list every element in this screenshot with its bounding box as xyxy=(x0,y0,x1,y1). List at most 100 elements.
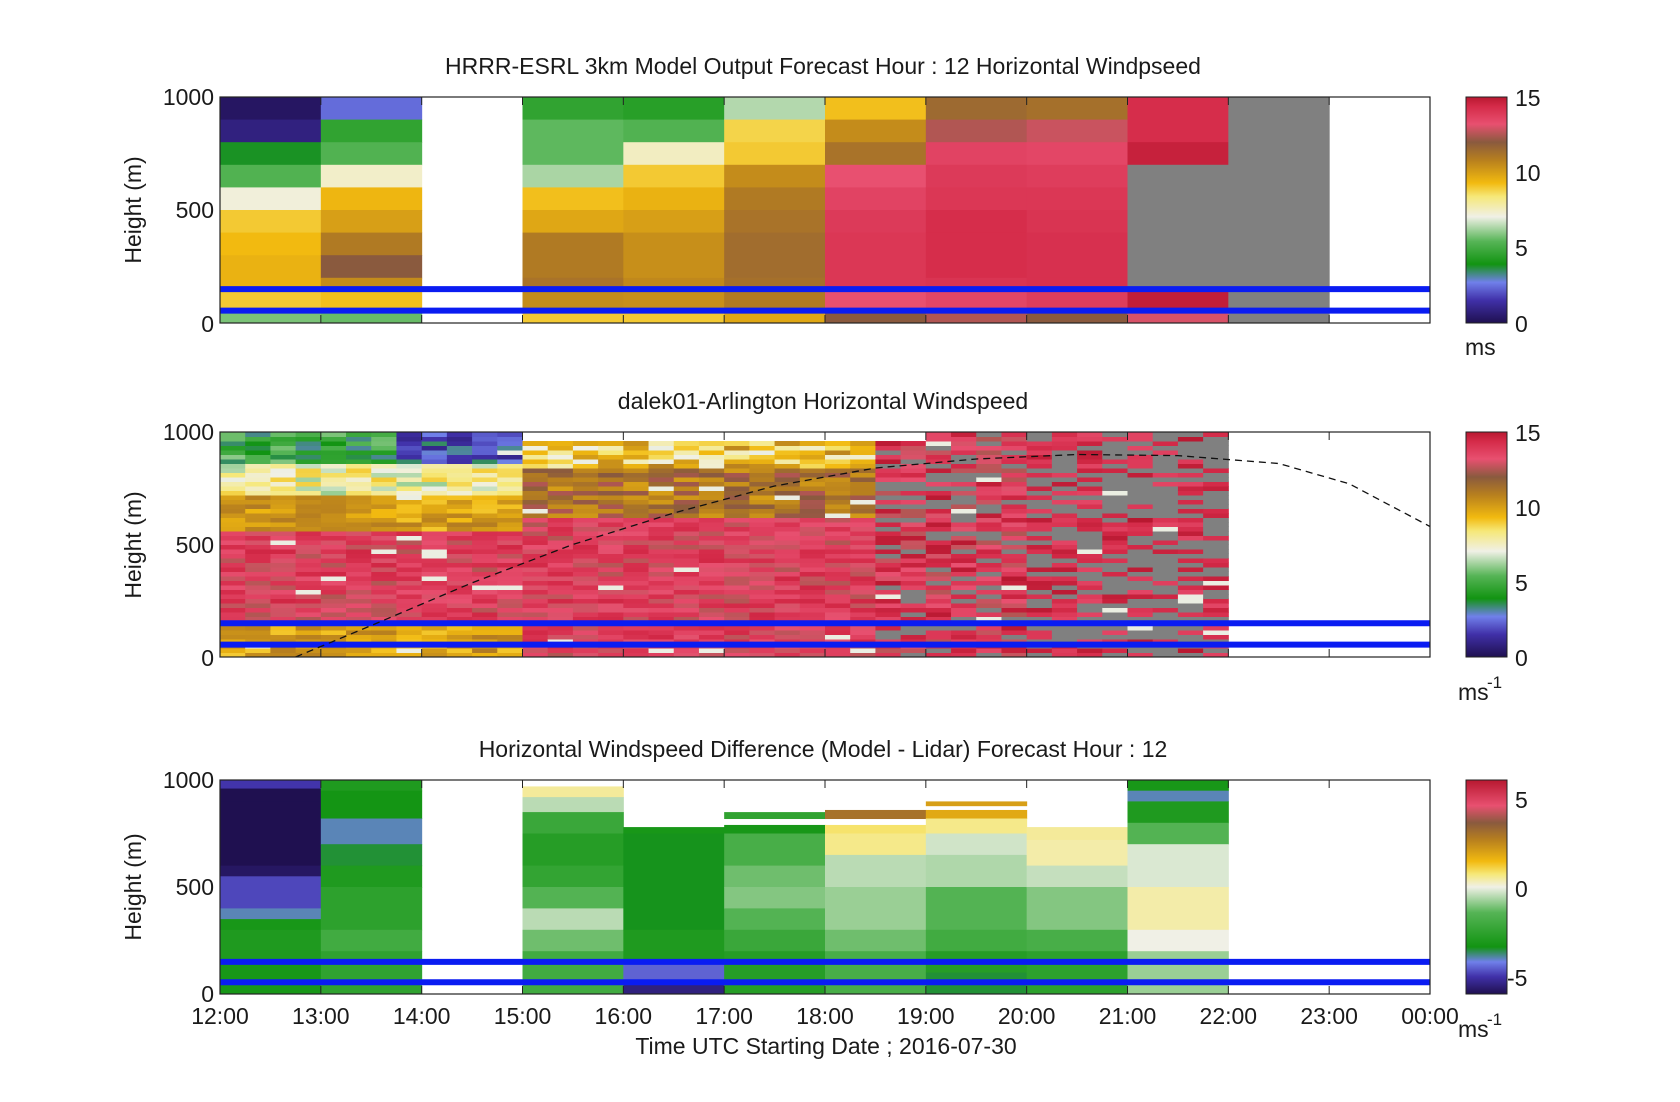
heatmap-cell xyxy=(976,499,1002,505)
heatmap-cell xyxy=(648,513,675,518)
heatmap-cell xyxy=(900,463,927,469)
heatmap-cell xyxy=(220,526,246,532)
heatmap-cell xyxy=(1051,445,1078,451)
heatmap-cell xyxy=(951,562,977,568)
heatmap-cell xyxy=(522,929,624,952)
heatmap-cell xyxy=(522,887,624,909)
heatmap-cell xyxy=(346,432,372,437)
heatmap-cell xyxy=(572,652,599,657)
heatmap-cell xyxy=(1026,436,1053,442)
heatmap-cell xyxy=(320,432,347,437)
heatmap-cell xyxy=(1051,580,1078,586)
heatmap-cell xyxy=(320,517,347,523)
heatmap-cell xyxy=(1203,603,1229,608)
heatmap-cell xyxy=(320,535,347,541)
heatmap-cell xyxy=(270,490,297,496)
heatmap-cell xyxy=(472,612,498,617)
heatmap-cell xyxy=(925,562,952,568)
heatmap-cell xyxy=(245,526,271,532)
heatmap-cell xyxy=(875,486,902,491)
heatmap-cell xyxy=(598,603,624,608)
heatmap-cell xyxy=(598,558,624,563)
heatmap-cell xyxy=(572,459,599,464)
panel-difference-cells xyxy=(220,780,1229,994)
heatmap-cell xyxy=(346,616,372,622)
x-tick-label: 15:00 xyxy=(494,1003,552,1029)
heatmap-cell xyxy=(1001,580,1028,586)
heatmap-cell xyxy=(1102,490,1128,496)
heatmap-cell xyxy=(472,558,498,563)
heatmap-cell xyxy=(245,576,271,581)
heatmap-cell xyxy=(900,549,927,554)
heatmap-cell xyxy=(623,445,650,451)
heatmap-cell xyxy=(547,607,574,613)
heatmap-cell xyxy=(245,454,271,460)
heatmap-cell xyxy=(951,504,977,509)
heatmap-cell xyxy=(749,612,776,617)
heatmap-cell xyxy=(270,625,297,631)
heatmap-cell xyxy=(547,558,574,563)
heatmap-cell xyxy=(497,652,523,657)
heatmap-cell xyxy=(446,562,473,568)
heatmap-cell xyxy=(825,187,927,211)
heatmap-cell xyxy=(875,535,902,541)
heatmap-cell xyxy=(1102,648,1128,653)
heatmap-cell xyxy=(371,652,397,657)
heatmap-cell xyxy=(724,639,750,644)
heatmap-cell xyxy=(1077,558,1103,563)
heatmap-cell xyxy=(446,630,473,635)
heatmap-cell xyxy=(925,818,1028,834)
heatmap-cell xyxy=(698,549,725,554)
heatmap-cell xyxy=(497,598,523,604)
x-tick-label: 13:00 xyxy=(292,1003,350,1029)
heatmap-cell xyxy=(1127,929,1229,952)
heatmap-cell xyxy=(673,477,700,482)
heatmap-cell xyxy=(648,558,675,563)
heatmap-cell xyxy=(724,459,750,464)
heatmap-cell xyxy=(598,468,624,473)
heatmap-cell xyxy=(1177,436,1204,442)
heatmap-cell xyxy=(774,630,801,635)
heatmap-cell xyxy=(774,441,801,446)
heatmap-cell xyxy=(1026,625,1053,631)
heatmap-cell xyxy=(396,603,423,608)
heatmap-cell xyxy=(1177,459,1204,464)
heatmap-cell xyxy=(497,544,523,550)
heatmap-cell xyxy=(875,603,902,608)
heatmap-cell xyxy=(825,630,851,635)
heatmap-cell xyxy=(220,508,246,514)
heatmap-cell xyxy=(623,598,650,604)
heatmap-cell xyxy=(346,652,372,657)
heatmap-cell xyxy=(220,210,322,234)
heatmap-cell xyxy=(825,603,851,608)
heatmap-cell xyxy=(1102,463,1128,469)
heatmap-cell xyxy=(446,432,473,437)
panel-model-y-axis: 1000 500 0 Height (m) xyxy=(120,84,214,337)
heatmap-cell xyxy=(925,598,952,604)
heatmap-cell xyxy=(724,571,750,577)
heatmap-cell xyxy=(547,517,574,523)
heatmap-cell xyxy=(799,499,826,505)
heatmap-cell xyxy=(774,535,801,541)
heatmap-cell xyxy=(774,544,801,550)
heatmap-cell xyxy=(724,887,826,909)
heatmap-cell xyxy=(698,450,725,455)
panel-difference-y-axis: 1000 500 0 Height (m) xyxy=(120,767,214,1007)
heatmap-cell xyxy=(497,571,523,577)
heatmap-cell xyxy=(623,450,650,455)
heatmap-cell xyxy=(673,571,700,577)
x-tick-label: 19:00 xyxy=(897,1003,955,1029)
heatmap-cell xyxy=(295,652,322,657)
heatmap-cell xyxy=(1152,580,1179,586)
colorbar-tick-label: 10 xyxy=(1515,495,1541,521)
heatmap-cell xyxy=(446,625,473,631)
heatmap-cell xyxy=(623,441,650,446)
heatmap-cell xyxy=(951,549,977,554)
heatmap-cell xyxy=(320,459,347,464)
heatmap-cell xyxy=(371,603,397,608)
heatmap-cell xyxy=(1203,468,1229,473)
heatmap-cell xyxy=(825,571,851,577)
heatmap-cell xyxy=(1001,481,1028,487)
heatmap-cell xyxy=(799,544,826,550)
heatmap-cell xyxy=(220,639,246,644)
